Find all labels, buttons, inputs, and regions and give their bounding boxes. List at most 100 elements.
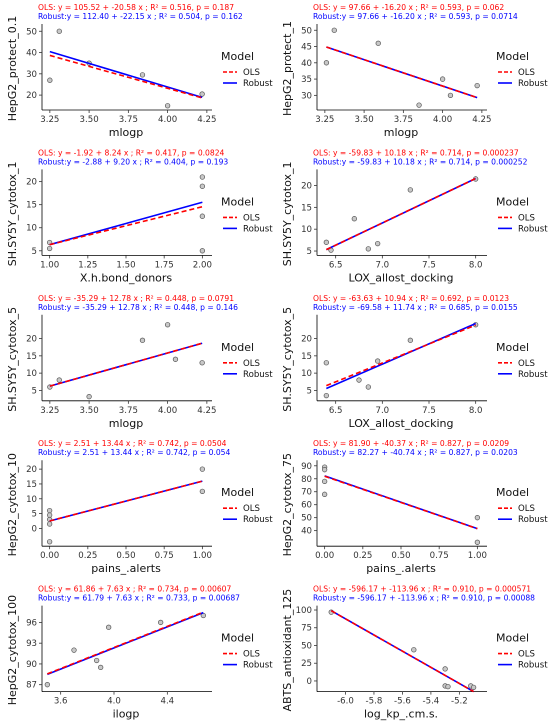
data-point (365, 384, 371, 390)
data-point (365, 246, 371, 252)
y-tick-label: 60 (301, 501, 312, 511)
x-tick-label: 3.50 (80, 115, 99, 125)
x-axis-title: LOX_allost_docking (349, 271, 454, 284)
x-tick-label: 4.0 (107, 697, 121, 707)
y-tick-label: 30 (26, 70, 37, 80)
data-point (375, 40, 381, 46)
data-point (46, 521, 53, 527)
y-tick-label: 5 (32, 510, 37, 520)
ols-regression-line (324, 475, 478, 530)
legend-ols-label: OLS (518, 68, 535, 78)
x-tick-label: 1.50 (116, 260, 135, 270)
x-tick-label: 3.25 (40, 406, 59, 416)
y-tick-label: 100 (296, 606, 312, 616)
y-tick-label: 96 (26, 618, 37, 628)
y-tick-label: 45 (301, 43, 312, 53)
y-tick-label: 90 (26, 660, 37, 670)
x-tick-label: 8.0 (469, 406, 483, 416)
ols-equation: OLS: y = -63.63 + 10.94 x ; R² = 0.692, … (313, 294, 509, 303)
data-point (321, 467, 328, 473)
y-tick-label: 40 (26, 49, 37, 59)
data-point (46, 539, 53, 545)
data-point (375, 358, 381, 364)
robust-equation: Robust:y = -35.29 + 12.78 x ; R² = 0.448… (38, 303, 238, 312)
x-axis-title: ilogp (113, 708, 140, 721)
data-point (470, 684, 477, 690)
data-point (375, 240, 381, 247)
legend-ols-label: OLS (243, 504, 260, 514)
y-tick-label: 10 (301, 369, 312, 379)
x-tick-label: 0.00 (40, 551, 59, 561)
chart-panel-2: OLS: y = 97.66 + -16.20 x ; R² = 0.593, … (281, 3, 548, 139)
data-point (323, 360, 329, 366)
data-point (139, 337, 146, 343)
x-tick-label: 3.75 (119, 406, 138, 416)
data-point (323, 60, 330, 66)
ols-equation: OLS: y = 97.66 + -16.20 x ; R² = 0.593, … (313, 3, 504, 12)
x-tick-label: 4.4 (160, 697, 174, 707)
ols-equation: OLS: y = -596.17 + -113.96 x ; R² = 0.91… (313, 585, 531, 594)
x-axis-title: LOX_allost_docking (349, 417, 454, 430)
data-point (323, 392, 329, 399)
data-point (158, 619, 164, 626)
x-tick-label: 1.00 (468, 551, 487, 561)
legend-title: Model (221, 50, 254, 63)
y-tick-label: 50 (26, 27, 37, 37)
y-axis-title: HepG2_protect_1 (281, 21, 294, 116)
legend-ols-label: OLS (243, 68, 260, 78)
y-tick-label: 20 (301, 335, 312, 345)
data-point (94, 657, 100, 664)
legend-ols-label: OLS (518, 359, 535, 369)
legend-robust-label: Robust (518, 661, 548, 671)
y-tick-label: 35 (301, 75, 312, 85)
ols-equation: OLS: y = -1.92 + 8.24 x ; R² = 0.417, p … (38, 148, 225, 157)
y-axis-title: SH.SY5Y_cytotox_5 (6, 307, 19, 412)
data-point (164, 103, 171, 109)
data-point (199, 174, 206, 180)
x-tick-label: 1.25 (78, 260, 97, 270)
ols-equation: OLS: y = 105.52 + -20.58 x ; R² = 0.516,… (38, 3, 234, 12)
chart-panel-7: OLS: y = 2.51 + 13.44 x ; R² = 0.742, p … (6, 439, 273, 575)
x-tick-label: -5.4 (423, 697, 440, 707)
y-tick-label: 15 (301, 203, 312, 213)
legend-robust-label: Robust (243, 79, 273, 89)
x-tick-label: 3.25 (40, 115, 59, 125)
x-axis-title: mlogp (109, 126, 143, 139)
chart-panel-3: OLS: y = -1.92 + 8.24 x ; R² = 0.417, p … (6, 148, 273, 284)
y-tick-label: 30 (301, 91, 312, 101)
data-point (445, 683, 451, 690)
y-tick-label: 50 (301, 514, 312, 524)
data-point (474, 539, 481, 545)
x-tick-label: 3.50 (80, 406, 99, 416)
data-point (164, 322, 171, 328)
x-tick-label: 7.5 (422, 260, 436, 270)
x-tick-label: 3.75 (119, 115, 138, 125)
data-point (199, 248, 206, 254)
ols-equation: OLS: y = -59.83 + 10.18 x ; R² = 0.714, … (313, 148, 519, 157)
chart-panel-10: OLS: y = -596.17 + -113.96 x ; R² = 0.91… (281, 585, 548, 721)
y-tick-label: 20 (301, 182, 312, 192)
x-tick-label: 0.50 (391, 551, 410, 561)
x-axis-title: mlogp (384, 126, 418, 139)
y-axis-title: HepG2_cytotox_100 (6, 595, 19, 705)
data-point (351, 216, 357, 222)
y-tick-label: 93 (26, 639, 37, 649)
x-tick-label: 0.75 (430, 551, 449, 561)
x-axis-title: pains_.alerts (91, 562, 161, 575)
robust-regression-line (49, 342, 203, 387)
y-tick-label: 50 (301, 641, 312, 651)
data-point (407, 337, 413, 343)
legend-title: Model (496, 195, 529, 208)
data-point (474, 515, 481, 521)
ols-regression-line (49, 342, 203, 387)
x-tick-label: 0.00 (315, 551, 334, 561)
legend-ols-label: OLS (518, 213, 535, 223)
data-point (46, 512, 53, 518)
legend-robust-label: Robust (243, 661, 273, 671)
robust-equation: Robust:y = 97.66 + -16.20 x ; R² = 0.593… (313, 12, 518, 21)
x-tick-label: 4.00 (433, 115, 452, 125)
x-tick-label: 3.50 (355, 115, 374, 125)
ols-regression-line (49, 205, 203, 246)
ols-regression-line (326, 324, 476, 387)
